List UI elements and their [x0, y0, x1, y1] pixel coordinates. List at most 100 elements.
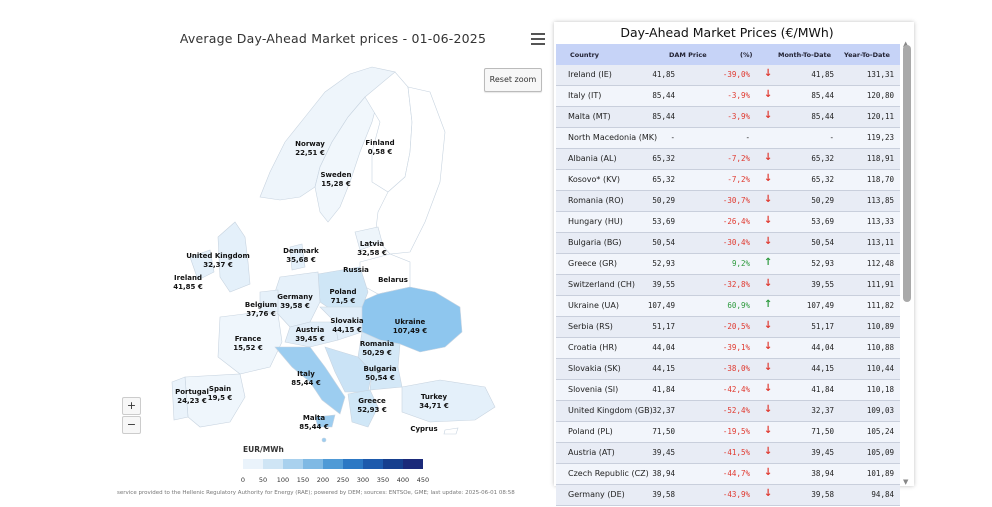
- arrow-down-icon: ↓: [764, 320, 773, 331]
- header-dam-price[interactable]: DAM Price: [669, 51, 707, 59]
- year-to-date-cell: 118,91: [866, 154, 894, 163]
- table-body: Ireland (IE) 41,85 -39,0% 41,85 131,31 ↓ Italy…: [556, 65, 900, 506]
- region-uk[interactable]: [217, 221, 251, 293]
- header-pct[interactable]: (%): [740, 51, 753, 59]
- region-sicily: [314, 414, 336, 428]
- country-cell: Italy (IT): [568, 91, 602, 100]
- region-turkey[interactable]: [401, 379, 496, 423]
- region-greece[interactable]: [347, 389, 379, 428]
- table-row: Germany (DE) 39,58 -43,9% 39,58 94,84 ↓: [556, 485, 900, 506]
- footnote: service provided to the Hellenic Regulat…: [117, 490, 515, 496]
- region-latvia[interactable]: [354, 226, 383, 251]
- arrow-down-icon: ↓: [764, 110, 773, 121]
- arrow-down-icon: ↓: [764, 215, 773, 226]
- pct-change-cell: -3,9%: [727, 112, 750, 121]
- table-title: Day-Ahead Market Prices (€/MWh): [620, 25, 834, 40]
- legend-swatch: [383, 459, 404, 469]
- region-sweden[interactable]: [314, 91, 381, 223]
- month-to-date-cell: 107,49: [806, 301, 834, 310]
- table-row: Italy (IT) 85,44 -3,9% 85,44 120,80 ↓: [556, 86, 900, 107]
- year-to-date-cell: 105,09: [866, 448, 894, 457]
- year-to-date-cell: 120,11: [866, 112, 894, 121]
- region-denmark[interactable]: [289, 243, 306, 271]
- table-row: Malta (MT) 85,44 -3,9% 85,44 120,11 ↓: [556, 107, 900, 128]
- table-row: Greece (GR) 52,93 9,2% 52,93 112,48 ↑: [556, 254, 900, 275]
- dam-price-cell: 44,15: [652, 364, 675, 373]
- dam-price-cell: 44,04: [652, 343, 675, 352]
- scroll-down-icon[interactable]: ▼: [903, 478, 909, 486]
- arrow-down-icon: ↓: [764, 278, 773, 289]
- zoom-in-button[interactable]: +: [122, 397, 141, 415]
- legend-swatch: [263, 459, 284, 469]
- arrow-down-icon: ↓: [764, 194, 773, 205]
- region-malta[interactable]: [321, 437, 327, 443]
- legend-swatch: [283, 459, 304, 469]
- year-to-date-cell: 110,18: [866, 385, 894, 394]
- region-france[interactable]: [217, 311, 283, 375]
- pct-change-cell: 60,9%: [727, 301, 750, 310]
- pct-change-cell: -38,0%: [722, 364, 750, 373]
- region-ireland[interactable]: [189, 249, 215, 281]
- country-cell: Albania (AL): [568, 154, 617, 163]
- pct-change-cell: -42,4%: [722, 385, 750, 394]
- legend-tick-label: 300: [356, 476, 370, 484]
- arrow-down-icon: ↓: [764, 68, 773, 79]
- region-italy[interactable]: [274, 346, 346, 415]
- month-to-date-cell: 53,69: [811, 217, 834, 226]
- table-row: Ukraine (UA) 107,49 60,9% 107,49 111,82 ↑: [556, 296, 900, 317]
- table-scrollbar[interactable]: ▲ ▼: [902, 40, 912, 486]
- year-to-date-cell: 111,91: [866, 280, 894, 289]
- region-slovakia[interactable]: [319, 306, 363, 341]
- header-country[interactable]: Country: [570, 51, 600, 59]
- arrow-down-icon: ↓: [764, 488, 773, 499]
- month-to-date-cell: 71,50: [811, 427, 834, 436]
- table-row: Slovakia (SK) 44,15 -38,0% 44,15 110,44 ↓: [556, 359, 900, 380]
- year-to-date-cell: 109,03: [866, 406, 894, 415]
- table-row: Romania (RO) 50,29 -30,7% 50,29 113,85 ↓: [556, 191, 900, 212]
- pct-change-cell: -7,2%: [727, 154, 750, 163]
- country-cell: Kosovo* (KV): [568, 175, 620, 184]
- label-cyprus: Cyprus: [410, 425, 438, 433]
- arrow-down-icon: ↓: [764, 89, 773, 100]
- table-row: Croatia (HR) 44,04 -39,1% 44,04 110,88 ↓: [556, 338, 900, 359]
- label-norway: Norway 22,51 €: [295, 140, 325, 157]
- label-sweden: Sweden 15,28 €: [320, 171, 352, 188]
- table-row: Austria (AT) 39,45 -41,5% 39,45 105,09 ↓: [556, 443, 900, 464]
- month-to-date-cell: 32,37: [811, 406, 834, 415]
- pct-change-cell: -41,5%: [722, 448, 750, 457]
- country-cell: Bulgaria (BG): [568, 238, 622, 247]
- hamburger-menu-icon[interactable]: [531, 33, 545, 45]
- europe-map[interactable]: [110, 22, 550, 492]
- pct-change-cell: -7,2%: [727, 175, 750, 184]
- map-panel: Average Day-Ahead Market prices - 01-06-…: [110, 22, 550, 502]
- dam-price-cell: 53,69: [652, 217, 675, 226]
- scroll-thumb[interactable]: [903, 45, 911, 302]
- arrow-up-icon: ↑: [764, 299, 773, 310]
- header-year-to-date[interactable]: Year-To-Date: [844, 51, 890, 59]
- scroll-up-icon[interactable]: ▲: [903, 40, 909, 48]
- pct-change-cell: -20,5%: [722, 322, 750, 331]
- month-to-date-cell: 85,44: [811, 91, 834, 100]
- dam-price-cell: 39,55: [652, 280, 675, 289]
- year-to-date-cell: 105,24: [866, 427, 894, 436]
- region-portugal[interactable]: [171, 376, 189, 421]
- legend-swatch: [343, 459, 364, 469]
- header-month-to-date[interactable]: Month-To-Date: [778, 51, 832, 59]
- dam-price-cell: 107,49: [647, 301, 675, 310]
- dam-price-cell: 32,37: [652, 406, 675, 415]
- region-belgium[interactable]: [259, 289, 279, 313]
- legend-tick-label: 200: [316, 476, 330, 484]
- legend-tick-label: 50: [258, 476, 268, 484]
- label-ireland: Ireland 41,85 €: [173, 274, 203, 291]
- country-cell: Switzerland (CH): [568, 280, 636, 289]
- dam-price-cell: 85,44: [652, 91, 675, 100]
- zoom-out-button[interactable]: −: [122, 416, 141, 434]
- reset-zoom-button[interactable]: Reset zoom: [484, 68, 542, 92]
- month-to-date-cell: 41,85: [811, 70, 834, 79]
- arrow-down-icon: ↓: [764, 425, 773, 436]
- label-germany: Germany 39,58 €: [277, 293, 313, 310]
- table-row: United Kingdom (GB) 32,37 -52,4% 32,37 109,0…: [556, 401, 900, 422]
- pct-change-cell: -3,9%: [727, 91, 750, 100]
- dam-price-cell: 52,93: [652, 259, 675, 268]
- year-to-date-cell: 111,82: [866, 301, 894, 310]
